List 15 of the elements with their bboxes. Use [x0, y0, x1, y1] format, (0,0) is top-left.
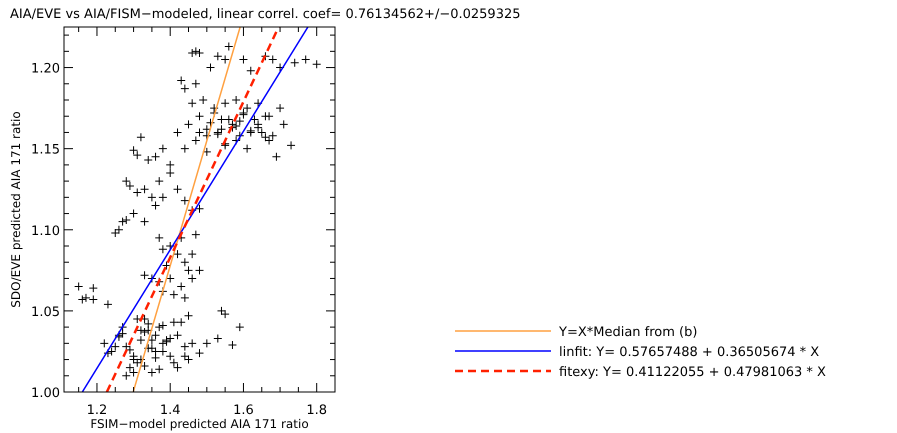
x-tick-label: 1.4 — [160, 403, 181, 418]
y-tick-label: 1.00 — [31, 386, 60, 401]
text: linfit: Y= 0.57657488 + 0.36505674 * X — [559, 345, 820, 360]
y-tick-label: 1.05 — [31, 304, 60, 320]
x-tick-label: 1.2 — [86, 403, 108, 418]
x-axis-title: FSIM−model predicted AIA 171 ratio — [90, 417, 309, 431]
y-tick-label: 1.15 — [31, 142, 60, 158]
x-tick-label: 1.6 — [233, 403, 254, 418]
y-axis-title: SDO/EVE predicted AIA 171 ratio — [9, 111, 23, 308]
y-tick-label: 1.20 — [31, 62, 60, 77]
text: fitexy: Y= 0.41122055 + 0.47981063 * X — [559, 365, 826, 380]
y-tick-label: 1.10 — [31, 224, 60, 239]
x-tick-label: 1.8 — [306, 403, 328, 418]
chart-title: AIA/EVE vs AIA/FISM−modeled, linear correl. coef= 0.76134562+/−0.0259325 — [10, 7, 521, 22]
text: Y=X*Median from (b) — [558, 325, 698, 340]
